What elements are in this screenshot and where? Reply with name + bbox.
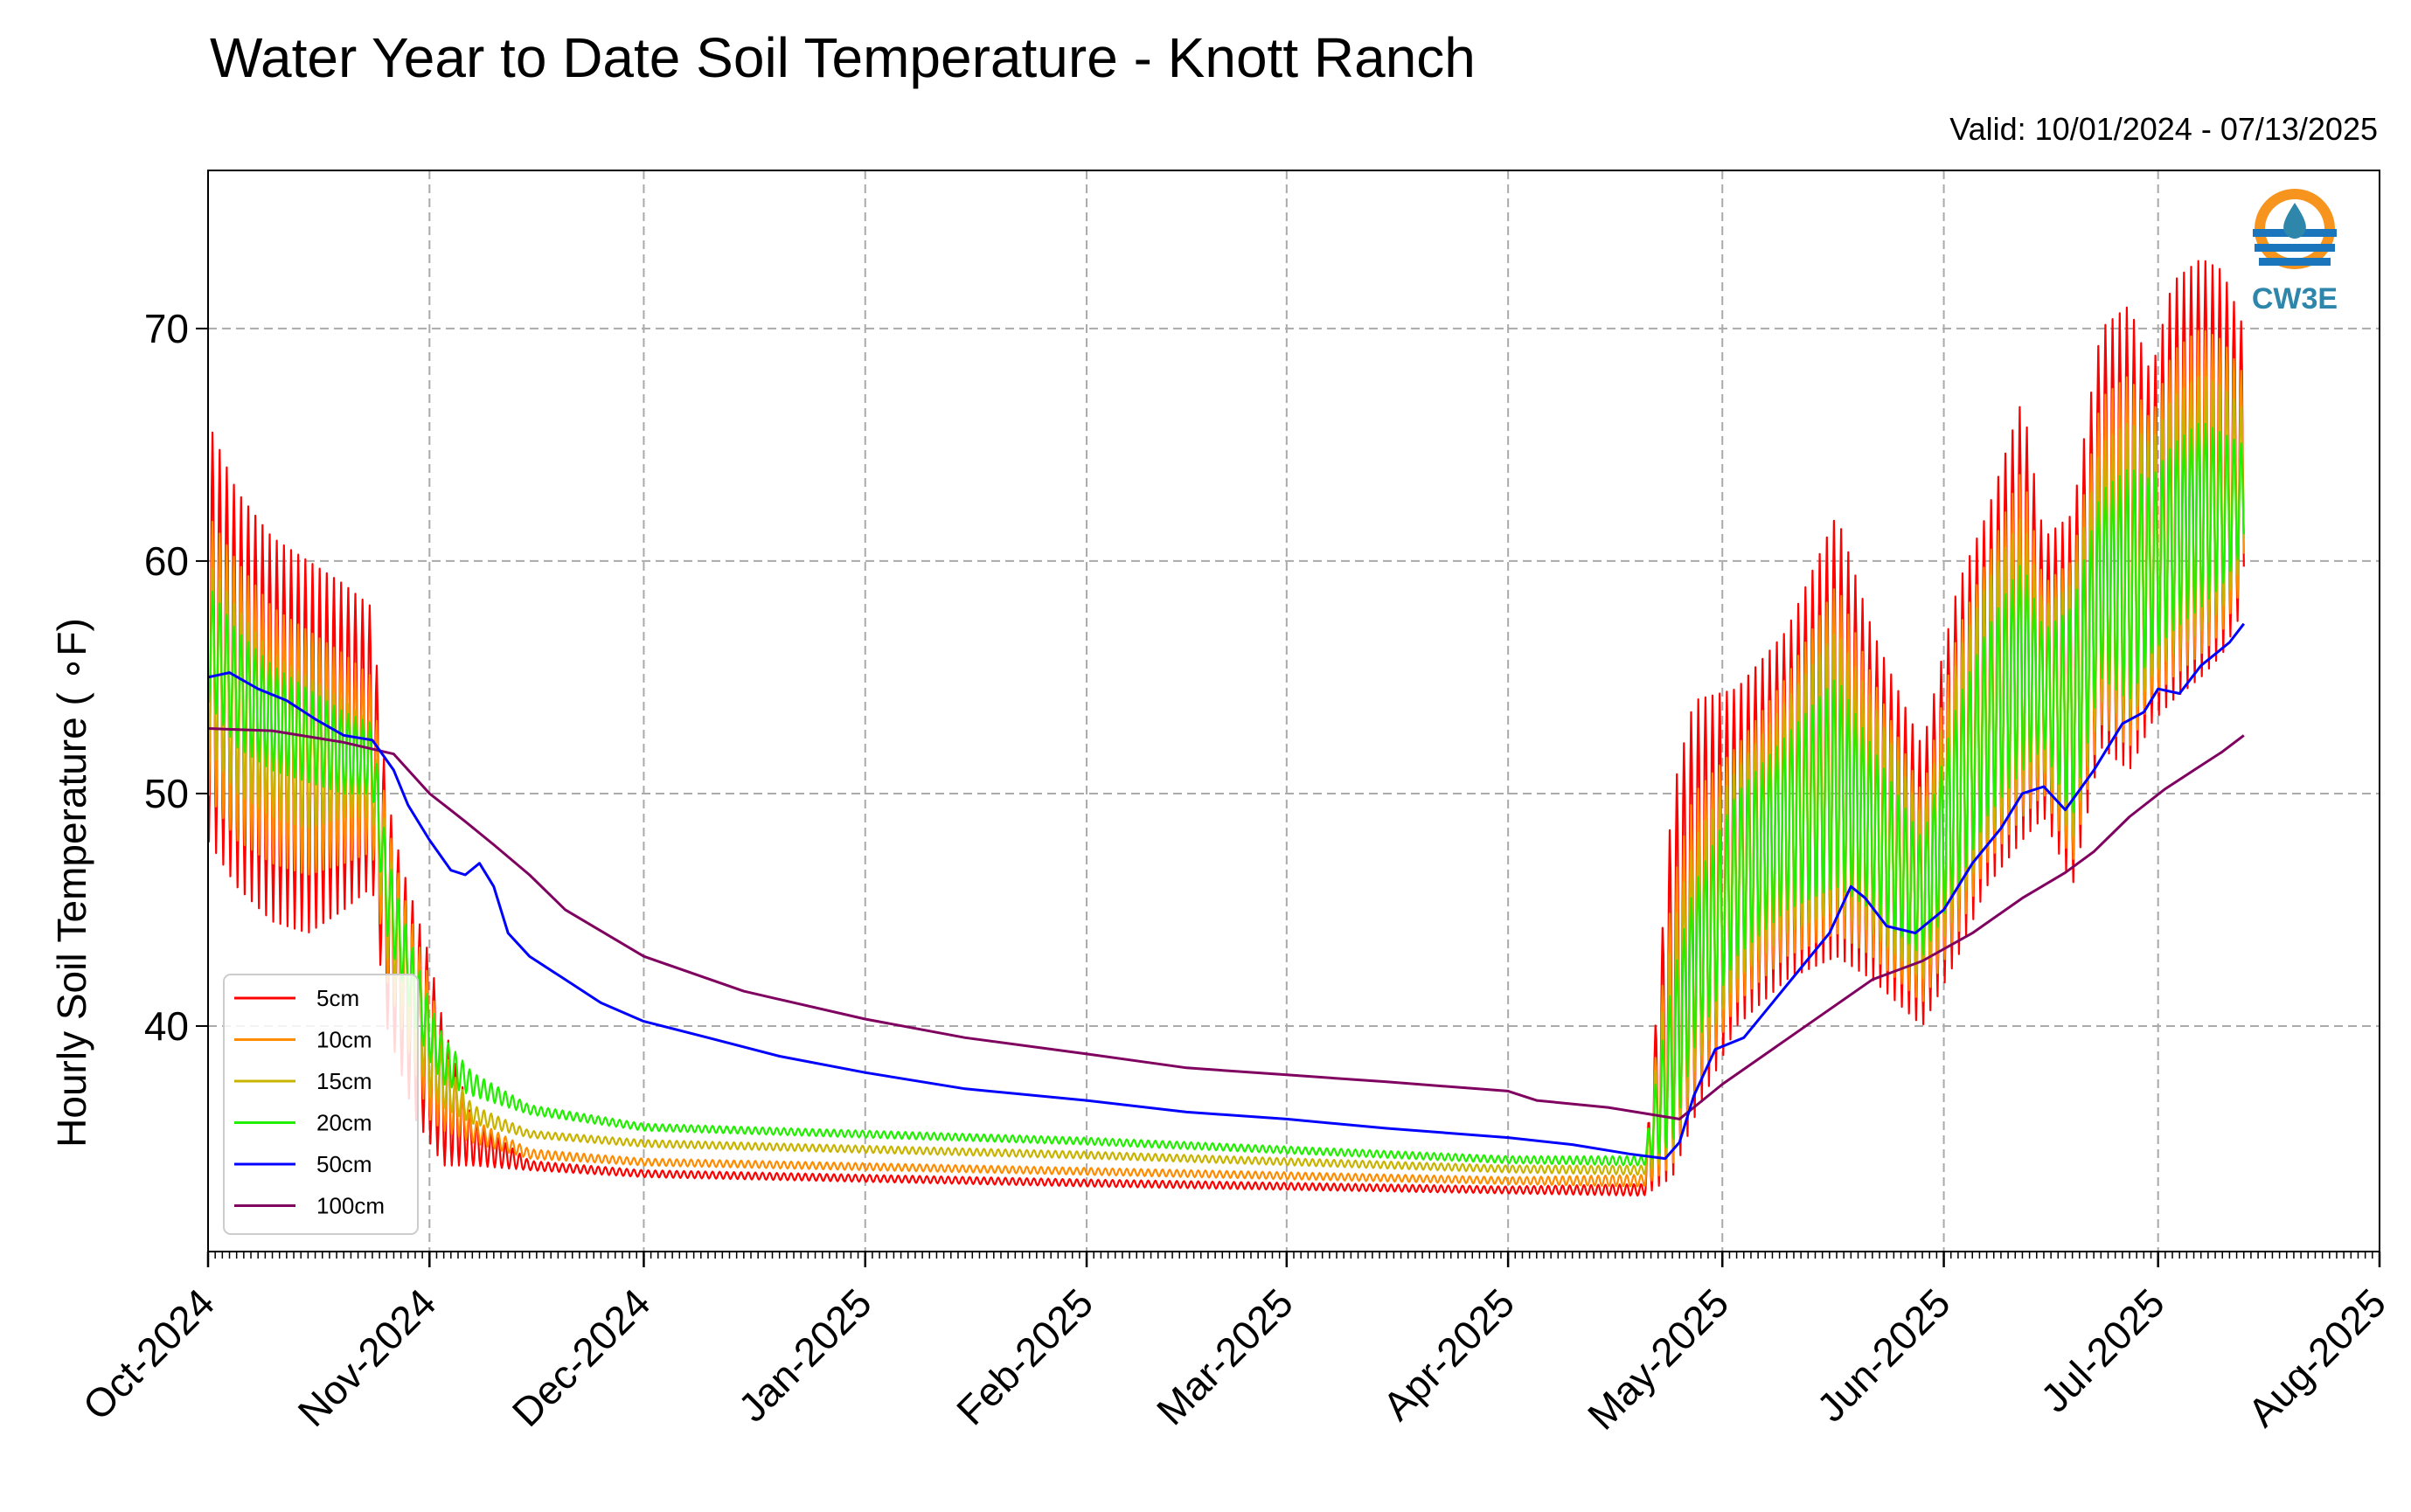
- cw3e-logo: CW3E: [2252, 189, 2338, 316]
- legend: 5cm 10cm 15cm 20cm 50cm 100cm: [223, 974, 419, 1235]
- series-lines: [206, 260, 2245, 1197]
- x-tick-label: Mar-2025: [1148, 1280, 1302, 1433]
- chart-title: Water Year to Date Soil Temperature - Kn…: [210, 26, 1476, 89]
- x-tick-label: Aug-2025: [2239, 1280, 2394, 1435]
- series-line-100cm: [207, 727, 2245, 1120]
- y-axis-label: Hourly Soil Temperature ( ∘F): [49, 618, 94, 1148]
- y-tick-label: 70: [144, 306, 189, 351]
- x-tick-label: Oct-2024: [74, 1280, 224, 1429]
- series-line-20cm: [206, 422, 2245, 1167]
- legend-label-10cm: 10cm: [316, 1027, 372, 1053]
- series-line-10cm: [206, 329, 2245, 1188]
- x-tick-label: Nov-2024: [289, 1280, 445, 1435]
- valid-date-range: Valid: 10/01/2024 - 07/13/2025: [1949, 111, 2378, 147]
- x-axis-ticks: Oct-2024 Nov-2024 Dec-2024 Jan-2025 Feb-2025…: [74, 1252, 2394, 1439]
- logo-droplet-icon: [2283, 203, 2306, 239]
- x-tick-label: Jun-2025: [1808, 1280, 1958, 1430]
- legend-label-20cm: 20cm: [316, 1110, 372, 1136]
- x-minor-ticks: [207, 1252, 2380, 1259]
- legend-label-50cm: 50cm: [316, 1151, 372, 1177]
- legend-label-100cm: 100cm: [316, 1193, 385, 1219]
- legend-label-15cm: 15cm: [316, 1068, 372, 1094]
- series-line-5cm: [206, 260, 2245, 1197]
- x-tick-label: Feb-2025: [948, 1280, 1101, 1433]
- y-tick-label: 50: [144, 771, 189, 816]
- series-line-15cm: [206, 376, 2245, 1176]
- series-line-50cm: [207, 622, 2245, 1161]
- x-tick-label: Jul-2025: [2032, 1280, 2173, 1421]
- x-tick-label: Dec-2024: [504, 1280, 659, 1435]
- y-tick-label: 40: [144, 1003, 189, 1049]
- y-axis-ticks: 40 50 60 70: [144, 306, 208, 1049]
- y-tick-label: 60: [144, 538, 189, 584]
- x-tick-label: May-2025: [1579, 1280, 1737, 1438]
- x-tick-label: Jan-2025: [729, 1280, 879, 1430]
- x-tick-label: Apr-2025: [1374, 1280, 1524, 1429]
- logo-text: CW3E: [2252, 282, 2338, 316]
- legend-label-5cm: 5cm: [316, 985, 359, 1011]
